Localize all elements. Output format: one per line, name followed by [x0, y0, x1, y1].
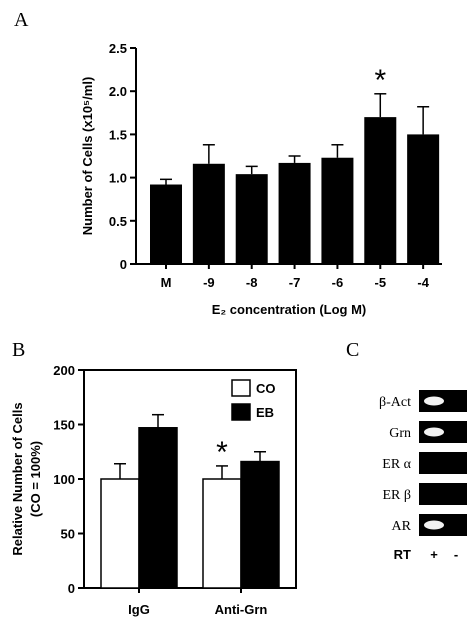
- c-lane-label: -: [454, 547, 458, 562]
- a-x-tick-label: -8: [246, 275, 258, 290]
- c-gel-lane-strip: [419, 452, 467, 474]
- a-x-tick-label: -5: [375, 275, 387, 290]
- a-bar: [192, 163, 225, 264]
- b-legend-swatch: [231, 403, 251, 421]
- c-gel-band: [424, 427, 444, 437]
- b-legend-swatch: [231, 379, 251, 397]
- c-gel-lane-strip: [419, 483, 467, 505]
- c-gel-row-label: β-Act: [379, 395, 411, 410]
- c-gel-row-label: ER α: [382, 457, 411, 472]
- b-y-tick-label: 200: [53, 363, 75, 378]
- b-bar: [138, 427, 178, 589]
- b-significance-star: *: [216, 436, 228, 469]
- c-lane-label: +: [430, 547, 438, 562]
- c-rt-label: RT: [394, 547, 411, 562]
- a-x-tick-label: -7: [289, 275, 301, 290]
- c-gel-band: [424, 396, 444, 406]
- a-y-tick-label: 1.0: [109, 171, 127, 186]
- panel-c-gel: β-Act Grn ER α ER β AR RT + -: [379, 390, 467, 562]
- b-y-tick-label: 100: [53, 472, 75, 487]
- b-legend-label: CO: [256, 381, 276, 396]
- b-bar: [202, 478, 242, 589]
- b-x-tick-label: IgG: [128, 602, 150, 617]
- a-y-tick-label: 2.5: [109, 41, 127, 56]
- c-gel-row-label: AR: [392, 519, 412, 534]
- panel-c-letter: C: [346, 339, 359, 361]
- a-x-axis-title: E₂ concentration (Log M): [212, 302, 367, 317]
- b-y-axis-title: Relative Number of Cells: [10, 402, 25, 555]
- b-bar: [240, 460, 280, 589]
- b-legend-label: EB: [256, 405, 274, 420]
- a-bar: [235, 174, 268, 264]
- a-x-tick-label: M: [161, 275, 172, 290]
- a-x-tick-label: -6: [332, 275, 344, 290]
- b-y-tick-label: 50: [61, 527, 75, 542]
- a-bar: [321, 157, 354, 264]
- a-x-tick-label: -9: [203, 275, 215, 290]
- a-y-tick-label: 1.5: [109, 127, 127, 142]
- b-x-tick-label: Anti-Grn: [215, 602, 268, 617]
- panel-a-letter: A: [14, 9, 29, 31]
- a-bar: [407, 134, 440, 264]
- c-gel-row-label: ER β: [382, 488, 411, 503]
- a-bar: [278, 162, 311, 264]
- a-significance-star: *: [374, 64, 386, 97]
- a-x-tick-label: -4: [417, 275, 429, 290]
- a-y-tick-label: 0: [120, 257, 127, 272]
- a-y-axis-title: Number of Cells (x10⁵/ml): [80, 77, 95, 236]
- a-y-tick-label: 2.0: [109, 84, 127, 99]
- b-y-tick-label: 150: [53, 418, 75, 433]
- a-bar: [150, 184, 182, 264]
- c-gel-band: [424, 520, 444, 530]
- b-bar: [100, 478, 140, 589]
- panel-a-chart: 0 0.5 1.0 1.5 2.0 2.5 M -9 -8 -7 -6 -5 * -4 E₂ concent…: [80, 41, 442, 317]
- panel-b-chart: 0 50 100 150 200 IgG * Anti-Grn CO EB Relative Num…: [10, 363, 297, 617]
- a-bar: [364, 117, 397, 265]
- a-y-tick-label: 0.5: [109, 214, 127, 229]
- b-y-axis-title-2: (CO = 100%): [28, 441, 43, 517]
- b-y-tick-label: 0: [68, 581, 75, 596]
- c-gel-row-label: Grn: [389, 426, 411, 441]
- panel-b-letter: B: [12, 339, 25, 361]
